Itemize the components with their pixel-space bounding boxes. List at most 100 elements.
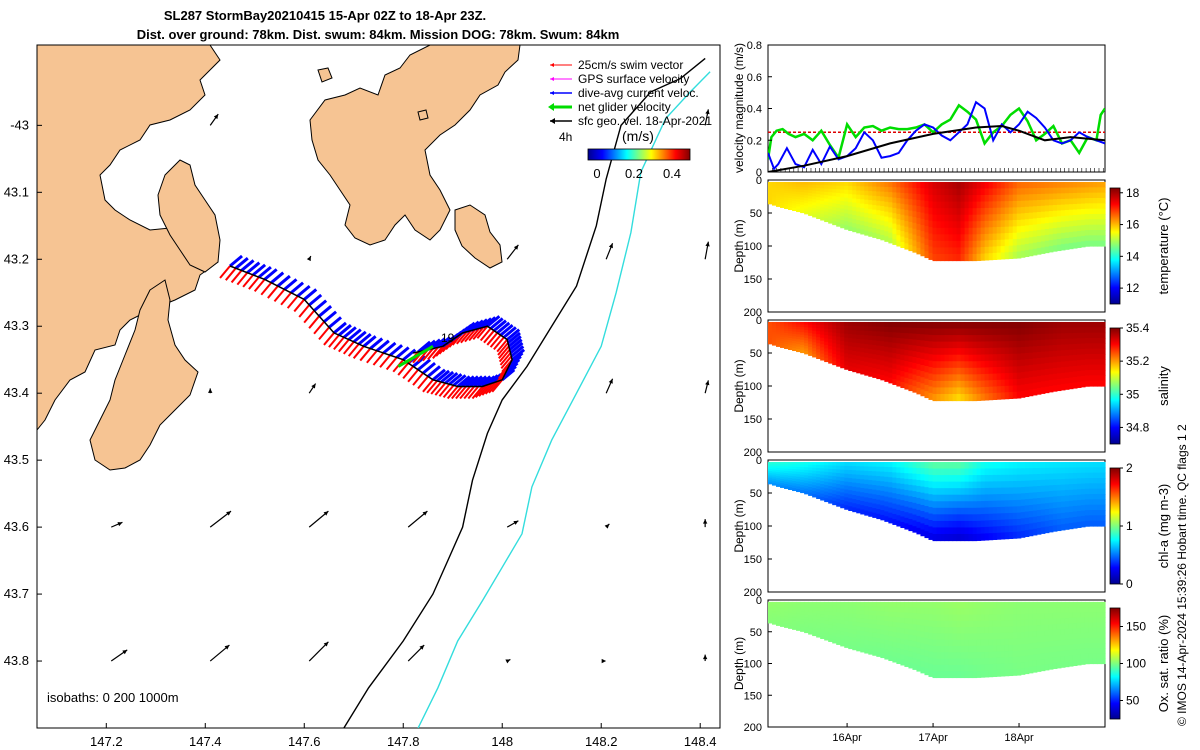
cell [836, 619, 841, 624]
cell [892, 601, 897, 608]
cell [1068, 461, 1074, 469]
cell [768, 331, 773, 334]
cell [976, 348, 982, 356]
cell [776, 344, 781, 347]
cell [864, 230, 869, 236]
cell [916, 381, 922, 389]
cell [1000, 513, 1006, 521]
cell [1060, 198, 1066, 206]
cell [1088, 327, 1094, 334]
cell [904, 512, 910, 519]
cell [824, 633, 829, 638]
cell [1076, 483, 1082, 490]
cell [1072, 354, 1078, 362]
map-content: 19 [37, 45, 711, 728]
cell [920, 498, 926, 506]
cell [952, 639, 958, 647]
cell [1000, 360, 1006, 368]
cell [808, 352, 813, 356]
cell [1100, 648, 1106, 654]
cell [1000, 181, 1006, 189]
cell [800, 601, 805, 605]
cell [932, 393, 938, 402]
cell [916, 527, 922, 535]
cell [784, 601, 789, 605]
cell [996, 226, 1002, 235]
cell [816, 185, 821, 189]
cell [780, 612, 785, 615]
swim-vector [455, 331, 468, 345]
cell [1040, 479, 1046, 487]
cell [776, 328, 781, 331]
cell [860, 639, 865, 645]
cell [796, 334, 801, 338]
cell [776, 192, 781, 195]
cell [1092, 364, 1098, 371]
cell [956, 664, 962, 672]
cell [836, 605, 841, 610]
cell [1092, 203, 1098, 210]
cell [968, 614, 974, 622]
cell [1100, 353, 1106, 360]
cell [824, 208, 829, 213]
cell [880, 336, 885, 342]
cell [1036, 206, 1042, 213]
cell [788, 606, 793, 610]
cell [884, 481, 889, 488]
cell [864, 635, 869, 641]
cell [1012, 506, 1018, 514]
cell [940, 488, 946, 496]
swim-vector [417, 375, 429, 390]
cell [1080, 225, 1086, 232]
cell [860, 622, 865, 628]
cell [816, 495, 821, 499]
cell [872, 461, 877, 468]
cell [840, 341, 845, 346]
cell [892, 519, 897, 525]
cell [1040, 509, 1046, 517]
chl-y-tick-label: 0 [756, 455, 762, 467]
swim-vector [459, 385, 471, 400]
cell [972, 348, 978, 356]
cell [780, 184, 785, 187]
cell [996, 639, 1002, 646]
cell [804, 211, 809, 215]
cell [844, 628, 849, 633]
cell [952, 608, 958, 616]
cell [1080, 494, 1086, 501]
cell [800, 184, 805, 188]
cell [864, 195, 869, 201]
cell [992, 386, 998, 394]
cell [1040, 461, 1046, 469]
cell [868, 204, 873, 210]
cell [928, 201, 934, 209]
cell [768, 612, 773, 615]
cell [792, 189, 797, 193]
cell [864, 644, 869, 650]
cell [1068, 366, 1074, 373]
cell [884, 361, 889, 368]
cell [964, 520, 970, 529]
cell [952, 614, 958, 622]
cell [984, 240, 990, 248]
cell [980, 348, 986, 356]
cell [844, 345, 849, 351]
cell [1004, 651, 1010, 658]
cell [904, 639, 910, 646]
cell [1084, 483, 1090, 490]
cell [980, 514, 986, 522]
cell [844, 325, 849, 331]
cell [776, 464, 781, 467]
map-x-tick-label: 148.4 [684, 734, 717, 749]
cell [1092, 181, 1098, 188]
cell [972, 520, 978, 529]
cell [900, 489, 905, 496]
cell [960, 361, 966, 369]
cell [960, 374, 966, 382]
cell [956, 367, 962, 375]
swim-vector [313, 321, 325, 335]
title-line-1: SL287 StormBay20210415 15-Apr 02Z to 18-… [164, 8, 486, 23]
cell [780, 328, 785, 332]
cell [808, 481, 813, 485]
cell [796, 620, 801, 624]
